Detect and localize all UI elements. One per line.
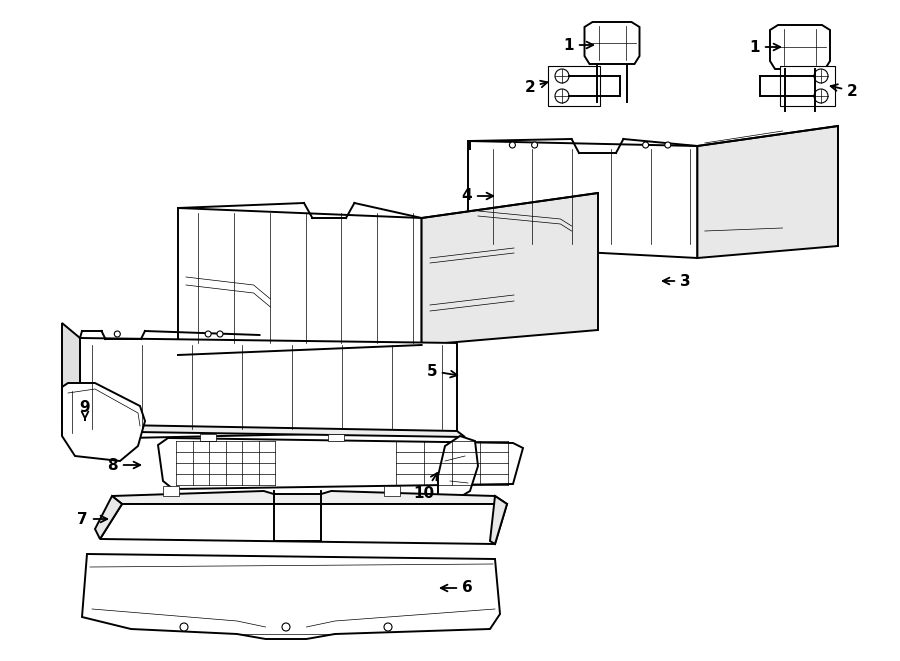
Text: 9: 9: [80, 399, 90, 420]
Polygon shape: [95, 496, 122, 539]
Circle shape: [114, 331, 121, 337]
Circle shape: [509, 142, 516, 148]
Polygon shape: [112, 491, 507, 504]
Polygon shape: [163, 486, 179, 496]
Polygon shape: [421, 193, 598, 345]
Text: 2: 2: [524, 79, 547, 95]
Polygon shape: [328, 434, 344, 441]
Text: 5: 5: [427, 364, 457, 379]
Polygon shape: [62, 323, 80, 439]
Polygon shape: [100, 504, 507, 544]
Polygon shape: [200, 434, 216, 441]
Polygon shape: [384, 486, 400, 496]
Polygon shape: [80, 338, 457, 439]
Circle shape: [643, 142, 649, 148]
Text: 1: 1: [563, 38, 593, 52]
Text: 1: 1: [750, 40, 780, 54]
Polygon shape: [698, 126, 838, 258]
Text: 3: 3: [662, 274, 690, 288]
Polygon shape: [438, 436, 478, 503]
Polygon shape: [548, 66, 600, 106]
Polygon shape: [490, 496, 507, 544]
Circle shape: [532, 142, 537, 148]
Polygon shape: [468, 141, 698, 258]
Circle shape: [384, 623, 392, 631]
Text: 8: 8: [107, 457, 140, 473]
Text: 6: 6: [441, 580, 472, 596]
Circle shape: [205, 331, 212, 337]
Text: 10: 10: [413, 473, 437, 500]
Polygon shape: [158, 438, 523, 489]
Polygon shape: [62, 383, 145, 461]
Polygon shape: [780, 66, 835, 106]
Circle shape: [217, 331, 223, 337]
Text: 2: 2: [831, 83, 858, 98]
Text: 7: 7: [77, 512, 107, 527]
Polygon shape: [82, 554, 500, 639]
Polygon shape: [178, 208, 421, 355]
Circle shape: [180, 623, 188, 631]
Text: 4: 4: [462, 188, 493, 204]
Polygon shape: [584, 22, 640, 64]
Circle shape: [282, 623, 290, 631]
Circle shape: [665, 142, 670, 148]
Polygon shape: [62, 424, 465, 437]
Polygon shape: [770, 25, 830, 69]
